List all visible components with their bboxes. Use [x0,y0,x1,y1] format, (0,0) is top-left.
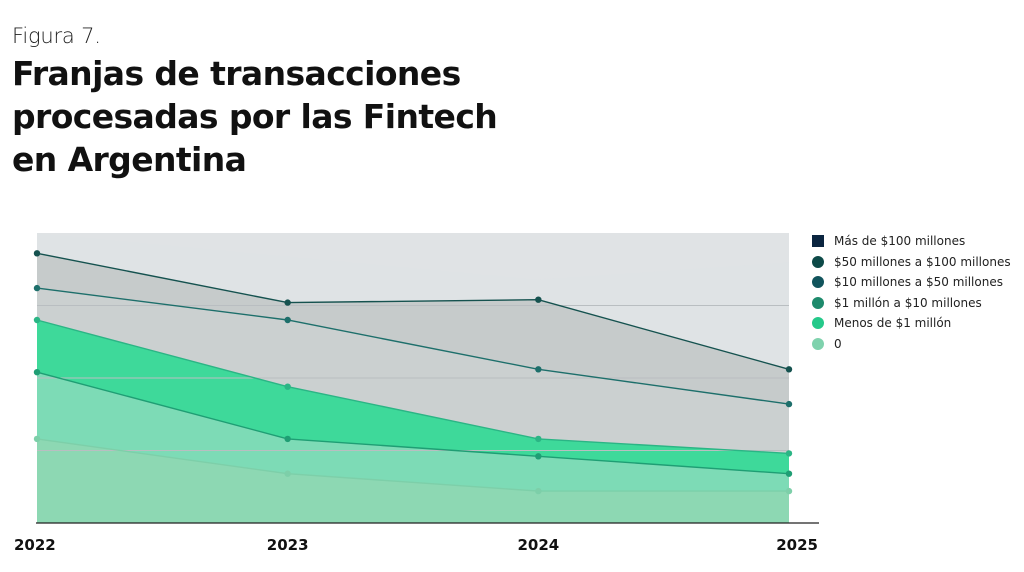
line-series-0 [36,438,789,492]
x-tick-label-2023: 2023 [267,536,309,554]
legend-item-3: $1 millón a $10 millones [812,293,1011,314]
legend-swatch [812,317,824,330]
legend-label: $50 millones a $100 millones [834,254,1011,269]
line-series-1 [36,371,790,475]
chart-legend: Más de $100 millones $50 millones a $100 … [812,231,1011,354]
point-series-3-2023 [284,316,291,324]
line-series-4 [36,252,790,370]
area-series-0 [37,438,789,523]
legend-swatch [812,296,824,309]
legend-swatch [812,235,824,248]
point-series-4-2024 [535,296,542,303]
point-series-2-2023 [284,383,291,390]
point-series-0-2023 [284,470,291,477]
legend-item-1: $50 millones a $100 millones [812,252,1011,273]
x-tick-label-2024: 2024 [517,536,559,554]
legend-item-4: Menos de $1 millón [812,313,1011,334]
x-tick-label-2022: 2022 [14,536,56,554]
line-series-3 [36,287,790,405]
point-series-0-2024 [535,487,542,495]
legend-swatch [812,255,824,268]
line-series-2 [36,319,790,455]
legend-label: Más de $100 millones [834,234,966,249]
area-series-2 [37,320,789,474]
point-series-1-2024 [535,453,542,460]
point-series-0-2025 [785,487,793,495]
area-series-4 [37,253,789,405]
x-tick-label-2025: 2025 [776,536,818,554]
legend-label: $10 millones a $50 millones [834,275,1003,290]
point-series-2-2024 [535,435,542,443]
point-series-4-2022 [33,250,41,257]
legend-swatch [812,337,824,350]
point-series-4-2023 [284,299,291,306]
point-series-4-2025 [785,366,793,373]
point-series-2-2022 [33,316,41,324]
legend-item-5: 0 [812,334,1011,355]
point-series-1-2022 [33,369,41,376]
point-series-3-2022 [33,284,41,292]
point-series-1-2025 [785,470,793,477]
area-series-3 [37,288,789,454]
legend-label: Menos de $1 millón [834,316,952,331]
point-series-1-2023 [284,435,291,443]
point-series-2-2025 [785,450,793,457]
legend-item-0: Más de $100 millones [812,231,1011,252]
legend-swatch [812,276,824,289]
legend-label: 0 [834,336,842,351]
figure-label: Figura 7. [12,24,101,48]
area-series-1 [37,372,789,492]
point-series-3-2024 [535,366,542,373]
legend-label: $1 millón a $10 millones [834,295,982,310]
point-series-0-2022 [33,435,41,443]
point-series-3-2025 [785,400,793,408]
legend-item-2: $10 millones a $50 millones [812,272,1011,293]
chart-title: Franjas de transacciones procesadas por … [12,54,498,179]
